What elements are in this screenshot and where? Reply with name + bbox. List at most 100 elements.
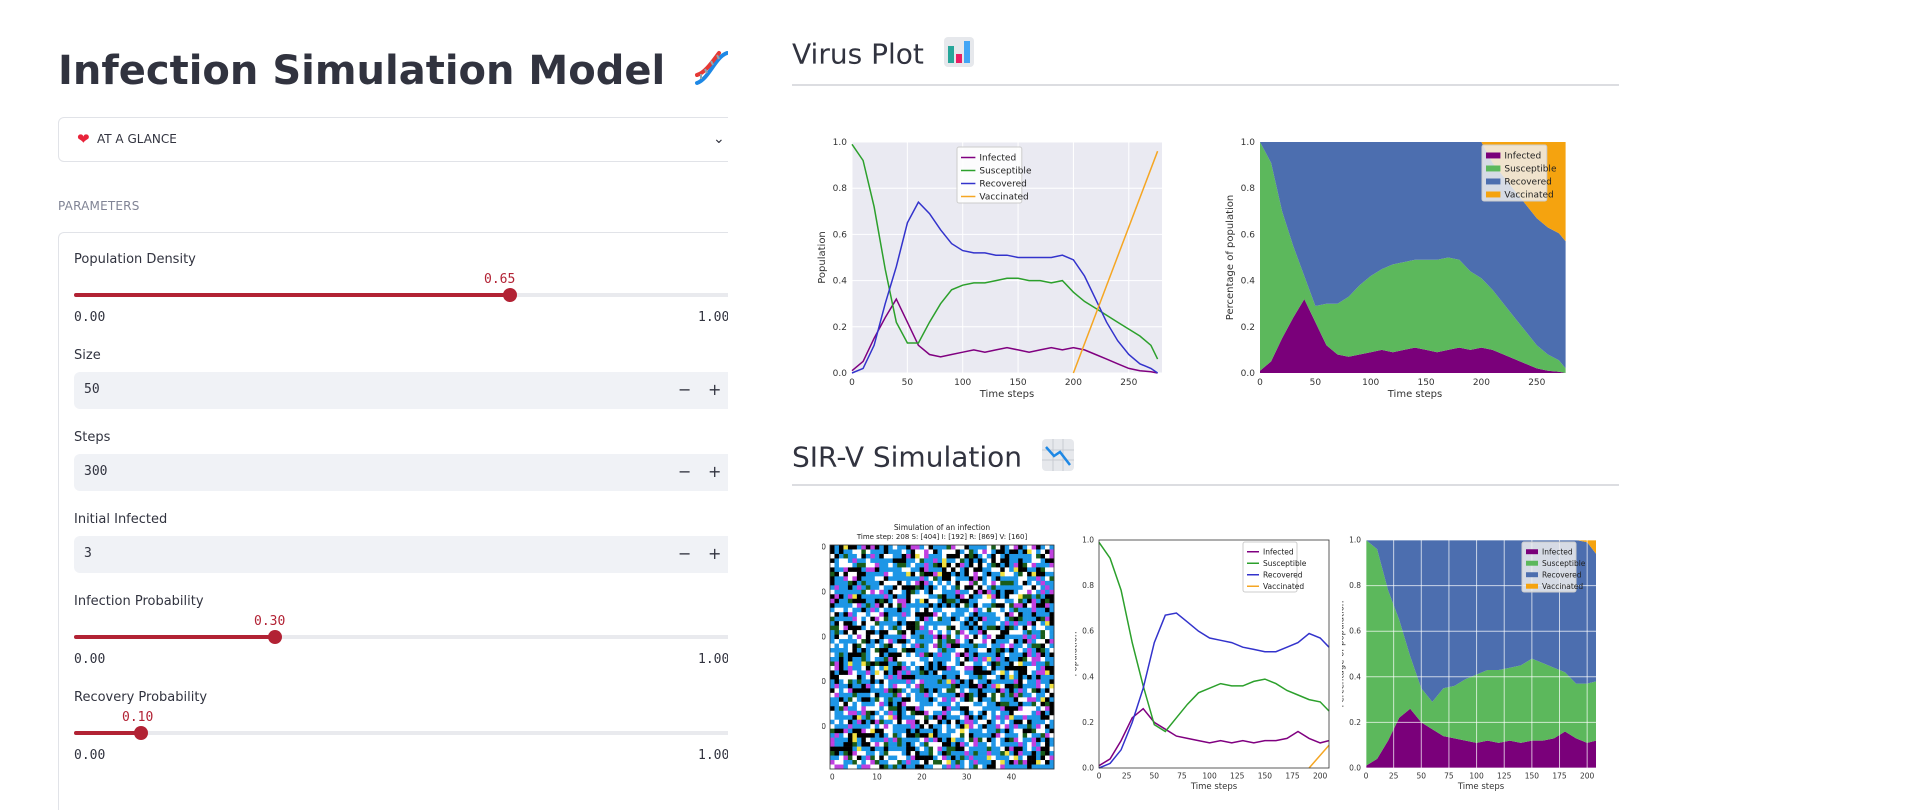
legend-box bbox=[1242, 541, 1298, 593]
legend-label: Recovered bbox=[1263, 570, 1303, 579]
x-tick-label: 0 bbox=[1257, 378, 1263, 388]
series-line-recovered bbox=[1098, 612, 1330, 769]
sirv-stacked-area-chart: 0 25 50 75 100 125 150 175 200 0.0 0.2 0.4 0.6 0.8 1.0… bbox=[1342, 536, 1596, 792]
y-tick-label: 0.6 bbox=[1082, 627, 1094, 636]
infection-probability-max: 1.00 bbox=[698, 652, 728, 667]
x-tick-label: 0 bbox=[1364, 772, 1369, 781]
slider-thumb[interactable] bbox=[134, 726, 148, 740]
x-tick-label: 50 bbox=[1417, 772, 1427, 781]
slider-fill bbox=[74, 293, 510, 297]
initial-infected-value[interactable]: 3 bbox=[84, 546, 92, 561]
heatmap-frame bbox=[829, 544, 1055, 770]
app-title: Infection Simulation Model bbox=[58, 45, 728, 101]
y-tick-label: 0.0 bbox=[1349, 764, 1361, 773]
series-line-infected bbox=[851, 297, 1158, 374]
legend-label: Vaccinated bbox=[1263, 582, 1304, 591]
legend-label: Susceptible bbox=[1504, 165, 1557, 175]
legend-box bbox=[1521, 541, 1577, 593]
population-density-label: Population Density bbox=[74, 252, 196, 267]
x-tick-label: 40 bbox=[1007, 773, 1017, 782]
x-tick-label: 25 bbox=[1122, 772, 1132, 781]
legend-swatch bbox=[1486, 165, 1501, 172]
heatmap-subtitle: Time step: 208 S: [404] I: [192] R: [869… bbox=[856, 533, 1028, 541]
recovery-probability-value: 0.10 bbox=[122, 710, 154, 725]
legend-label: Recovered bbox=[1542, 570, 1582, 579]
sidebar: Infection Simulation Model ❤ AT A GLANCE… bbox=[0, 0, 728, 810]
y-axis-label: Percentage of population bbox=[1225, 195, 1236, 320]
series-line-infected bbox=[1098, 707, 1330, 767]
x-tick-label: 125 bbox=[1230, 772, 1245, 781]
y-tick-label: 0.6 bbox=[833, 230, 848, 240]
x-tick-label: 150 bbox=[1525, 772, 1540, 781]
population-density-slider[interactable] bbox=[74, 288, 728, 302]
infection-probability-label: Infection Probability bbox=[74, 594, 204, 609]
x-tick-label: 175 bbox=[1285, 772, 1300, 781]
parameters-caption: PARAMETERS bbox=[58, 199, 140, 213]
y-tick-label: 10 bbox=[822, 588, 826, 597]
initial-infected-increment-button[interactable]: + bbox=[708, 544, 722, 563]
x-tick-label: 250 bbox=[1528, 378, 1545, 388]
chevron-down-icon[interactable]: ⌄ bbox=[713, 131, 725, 147]
y-tick-label: 20 bbox=[822, 632, 826, 641]
y-tick-label: 0.4 bbox=[1082, 672, 1094, 681]
steps-increment-button[interactable]: + bbox=[708, 462, 722, 481]
size-decrement-button[interactable]: − bbox=[678, 380, 692, 399]
x-tick-label: 30 bbox=[962, 773, 972, 782]
steps-value[interactable]: 300 bbox=[84, 464, 108, 479]
slider-thumb[interactable] bbox=[502, 288, 517, 302]
virus-plot-title: Virus Plot bbox=[792, 36, 975, 75]
size-value[interactable]: 50 bbox=[84, 382, 100, 397]
steps-decrement-button[interactable]: − bbox=[678, 462, 692, 481]
y-tick-label: 0.0 bbox=[833, 369, 848, 379]
x-tick-label: 50 bbox=[1150, 772, 1160, 781]
x-tick-label: 175 bbox=[1552, 772, 1567, 781]
size-increment-button[interactable]: + bbox=[708, 380, 722, 399]
size-input[interactable]: 50 − + bbox=[74, 372, 728, 409]
x-tick-label: 100 bbox=[1362, 378, 1379, 388]
y-tick-label: 0.6 bbox=[1241, 230, 1256, 240]
infection-probability-slider[interactable] bbox=[74, 630, 728, 644]
x-tick-label: 50 bbox=[1310, 378, 1322, 388]
y-tick-label: 0.8 bbox=[833, 184, 848, 194]
parameters-form bbox=[58, 232, 728, 810]
legend-box bbox=[1481, 144, 1548, 202]
expander-label: AT A GLANCE bbox=[97, 132, 177, 146]
x-axis-label: Time steps bbox=[1387, 389, 1443, 400]
y-tick-label: 0.6 bbox=[1349, 627, 1361, 636]
legend-label: Infected bbox=[1504, 152, 1541, 162]
legend-label: Recovered bbox=[979, 180, 1026, 190]
sirv-simulation-title: SIR-V Simulation bbox=[792, 438, 1075, 479]
series-line-susceptible bbox=[851, 143, 1159, 360]
series-area-infected bbox=[1260, 299, 1566, 373]
y-tick-label: 1.0 bbox=[1082, 536, 1094, 545]
population-density-value: 0.65 bbox=[484, 272, 516, 287]
plot-frame bbox=[1098, 539, 1330, 769]
y-axis-label: Population bbox=[817, 231, 828, 284]
legend-label: Infected bbox=[1542, 547, 1573, 556]
steps-input[interactable]: 300 − + bbox=[74, 454, 728, 491]
x-tick-label: 50 bbox=[902, 378, 914, 388]
virus-stacked-area-chart: 0 50 100 150 200 250 0.0 0.2 0.4 0.6 0.8 1.0 Time st… bbox=[1225, 138, 1566, 400]
y-tick-label: 1.0 bbox=[1241, 138, 1256, 148]
x-tick-label: 75 bbox=[1177, 772, 1187, 781]
recovery-probability-slider[interactable] bbox=[74, 726, 728, 740]
series-line-vaccinated bbox=[1072, 150, 1159, 374]
series-line-vaccinated bbox=[1308, 744, 1330, 769]
at-a-glance-expander[interactable]: ❤ AT A GLANCE ⌄ bbox=[58, 117, 728, 162]
x-tick-label: 0 bbox=[849, 378, 855, 388]
x-tick-label: 0 bbox=[830, 773, 835, 782]
legend-label: Vaccinated bbox=[979, 193, 1028, 203]
population-density-min: 0.00 bbox=[74, 310, 106, 325]
heatmap-cells bbox=[830, 545, 1055, 770]
initial-infected-decrement-button[interactable]: − bbox=[678, 544, 692, 563]
x-tick-label: 125 bbox=[1497, 772, 1512, 781]
x-axis-label: Time steps bbox=[1457, 782, 1505, 792]
size-label: Size bbox=[74, 348, 101, 363]
legend-label: Susceptible bbox=[1263, 559, 1307, 568]
y-tick-label: 0.0 bbox=[1241, 369, 1256, 379]
slider-thumb[interactable] bbox=[268, 630, 282, 644]
initial-infected-input[interactable]: 3 − + bbox=[74, 536, 728, 573]
y-tick-label: 1.0 bbox=[1349, 536, 1361, 545]
y-axis-label: Percentage of population bbox=[1342, 601, 1347, 708]
